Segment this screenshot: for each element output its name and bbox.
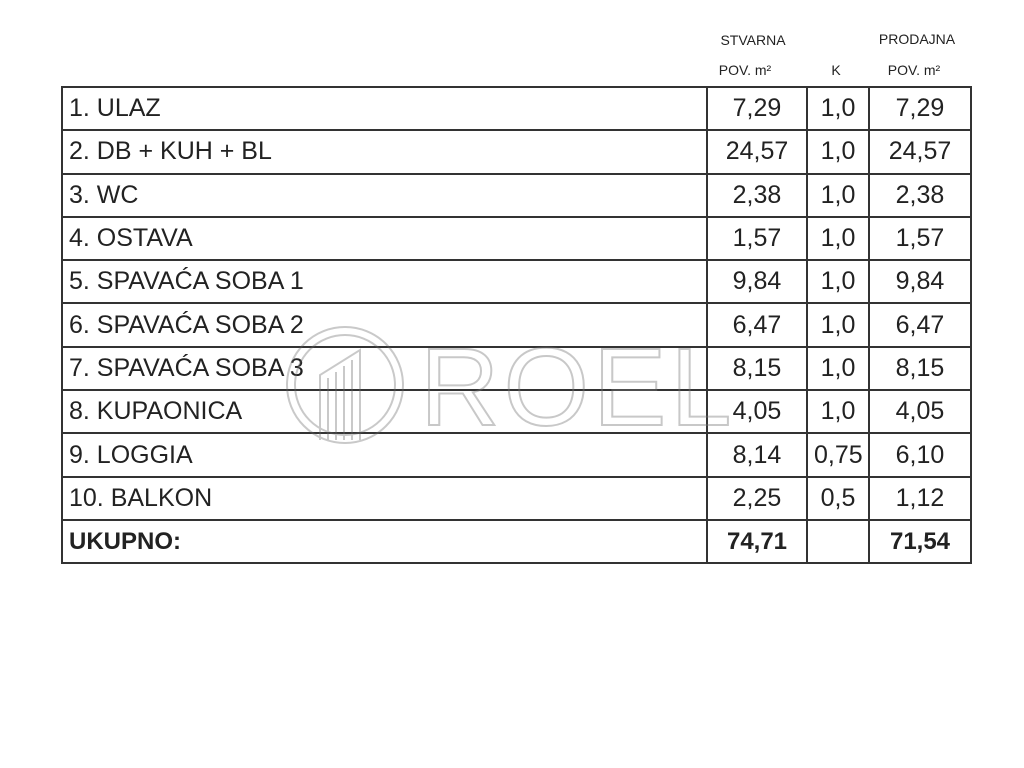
sale-area: 2,38 [868, 172, 972, 218]
total-row: UKUPNO: 74,71 71,54 [61, 518, 972, 565]
room-name: 8. KUPAONICA [61, 389, 708, 435]
coefficient: 1,0 [806, 85, 870, 132]
total-label: UKUPNO: [61, 518, 708, 565]
table-row: 9. LOGGIA 8,14 0,75 6,10 [61, 432, 972, 478]
actual-area: 24,57 [706, 129, 808, 175]
sale-area: 4,05 [868, 389, 972, 435]
actual-area: 7,29 [706, 85, 808, 132]
actual-area: 1,57 [706, 215, 808, 262]
sale-area: 7,29 [868, 85, 972, 132]
coefficient: 0,75 [806, 432, 870, 478]
actual-area: 8,15 [706, 345, 808, 392]
table-row: 1. ULAZ 7,29 1,0 7,29 [61, 85, 972, 132]
table-row: 2. DB + KUH + BL 24,57 1,0 24,57 [61, 129, 972, 175]
sale-area: 8,15 [868, 345, 972, 392]
coefficient: 1,0 [806, 302, 870, 348]
header-actual-line2: POV. m² [718, 62, 772, 78]
actual-area: 2,25 [706, 475, 808, 521]
table-row: 4. OSTAVA 1,57 1,0 1,57 [61, 215, 972, 262]
room-name: 6. SPAVAĆA SOBA 2 [61, 302, 708, 348]
room-name: 5. SPAVAĆA SOBA 1 [61, 259, 708, 305]
sale-area: 6,47 [868, 302, 972, 348]
header-actual-line1: STVARNA [720, 32, 786, 48]
total-sale: 71,54 [868, 518, 972, 565]
total-empty [806, 518, 870, 565]
sale-area: 24,57 [868, 129, 972, 175]
actual-area: 4,05 [706, 389, 808, 435]
header-sale-line2: POV. m² [887, 62, 941, 78]
room-name: 9. LOGGIA [61, 432, 708, 478]
room-name: 2. DB + KUH + BL [61, 129, 708, 175]
table-row: 10. BALKON 2,25 0,5 1,12 [61, 475, 972, 521]
sale-area: 1,57 [868, 215, 972, 262]
room-name: 3. WC [61, 172, 708, 218]
coefficient: 1,0 [806, 172, 870, 218]
table-row: 6. SPAVAĆA SOBA 2 6,47 1,0 6,47 [61, 302, 972, 348]
coefficient: 1,0 [806, 389, 870, 435]
actual-area: 8,14 [706, 432, 808, 478]
header-k: K [831, 62, 841, 78]
coefficient: 1,0 [806, 259, 870, 305]
table-row: 5. SPAVAĆA SOBA 1 9,84 1,0 9,84 [61, 259, 972, 305]
sale-area: 9,84 [868, 259, 972, 305]
room-name: 7. SPAVAĆA SOBA 3 [61, 345, 708, 392]
room-name: 4. OSTAVA [61, 215, 708, 262]
table-row: 8. KUPAONICA 4,05 1,0 4,05 [61, 389, 972, 435]
sale-area: 1,12 [868, 475, 972, 521]
table-row: 7. SPAVAĆA SOBA 3 8,15 1,0 8,15 [61, 345, 972, 392]
actual-area: 2,38 [706, 172, 808, 218]
coefficient: 0,5 [806, 475, 870, 521]
room-name: 10. BALKON [61, 475, 708, 521]
sale-area: 6,10 [868, 432, 972, 478]
total-actual: 74,71 [706, 518, 808, 565]
actual-area: 6,47 [706, 302, 808, 348]
area-table: 1. ULAZ 7,29 1,0 7,29 2. DB + KUH + BL 24,57 1… [61, 85, 972, 565]
coefficient: 1,0 [806, 345, 870, 392]
room-name: 1. ULAZ [61, 85, 708, 132]
actual-area: 9,84 [706, 259, 808, 305]
coefficient: 1,0 [806, 215, 870, 262]
header-sale-line1: PRODAJNA [878, 31, 956, 47]
coefficient: 1,0 [806, 129, 870, 175]
table-row: 3. WC 2,38 1,0 2,38 [61, 172, 972, 218]
